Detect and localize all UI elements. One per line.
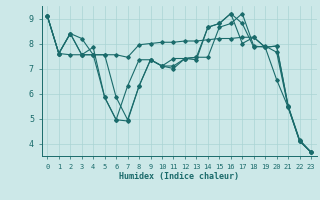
X-axis label: Humidex (Indice chaleur): Humidex (Indice chaleur) [119, 172, 239, 181]
